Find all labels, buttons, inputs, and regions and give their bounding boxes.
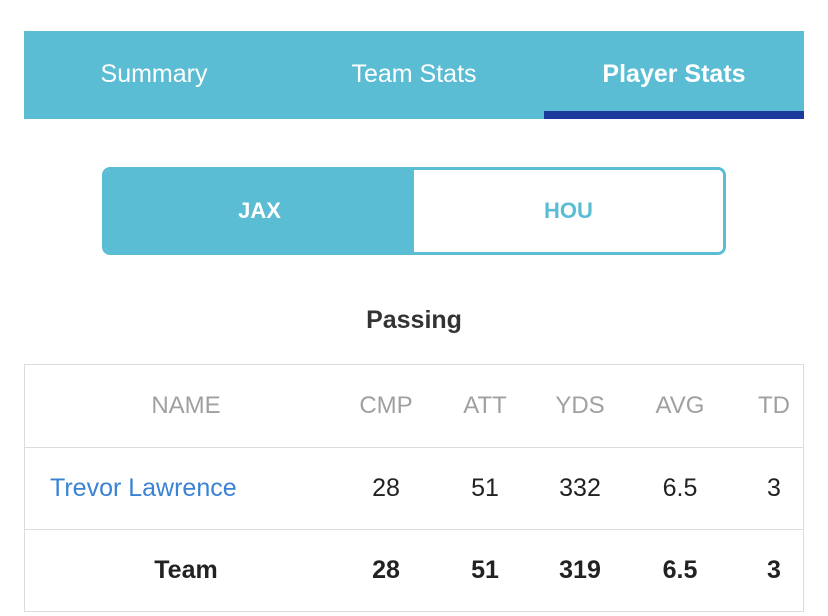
column-header-att: ATT (463, 392, 507, 419)
passing-stats-table: NAME CMP ATT YDS AVG TD Trevor Lawrence … (24, 364, 804, 612)
tab-summary[interactable]: Summary (100, 59, 208, 88)
column-header-avg: AVG (655, 392, 705, 419)
team-button-hou[interactable]: HOU (414, 170, 723, 252)
column-header-cmp: CMP (359, 392, 413, 419)
cell-td: 3 (767, 474, 781, 502)
total-yds: 319 (559, 556, 601, 584)
column-header-td: TD (758, 392, 790, 419)
team-toggle: JAX HOU (102, 167, 726, 255)
total-avg: 6.5 (662, 556, 698, 584)
cell-yds: 332 (559, 474, 601, 502)
section-title: Passing (366, 306, 462, 334)
total-td: 3 (767, 556, 781, 584)
tab-team-stats[interactable]: Team Stats (351, 59, 477, 88)
table-row: Trevor Lawrence 28 51 332 6.5 3 (25, 447, 803, 529)
player-name-link[interactable]: Trevor Lawrence (50, 474, 237, 502)
cell-avg: 6.5 (662, 474, 698, 502)
column-header-name: NAME (151, 392, 221, 419)
column-header-yds: YDS (555, 392, 605, 419)
table-total-row: Team 28 51 319 6.5 3 (25, 529, 803, 611)
cell-att: 51 (471, 474, 499, 502)
table-header-row: NAME CMP ATT YDS AVG TD (25, 365, 803, 447)
total-label: Team (154, 556, 218, 584)
tab-player-stats[interactable]: Player Stats (544, 31, 804, 119)
total-att: 51 (471, 556, 499, 584)
stats-tab-bar: Summary Team Stats Player Stats (24, 31, 804, 119)
total-cmp: 28 (372, 556, 400, 584)
team-button-jax[interactable]: JAX (105, 170, 414, 252)
cell-cmp: 28 (372, 474, 400, 502)
